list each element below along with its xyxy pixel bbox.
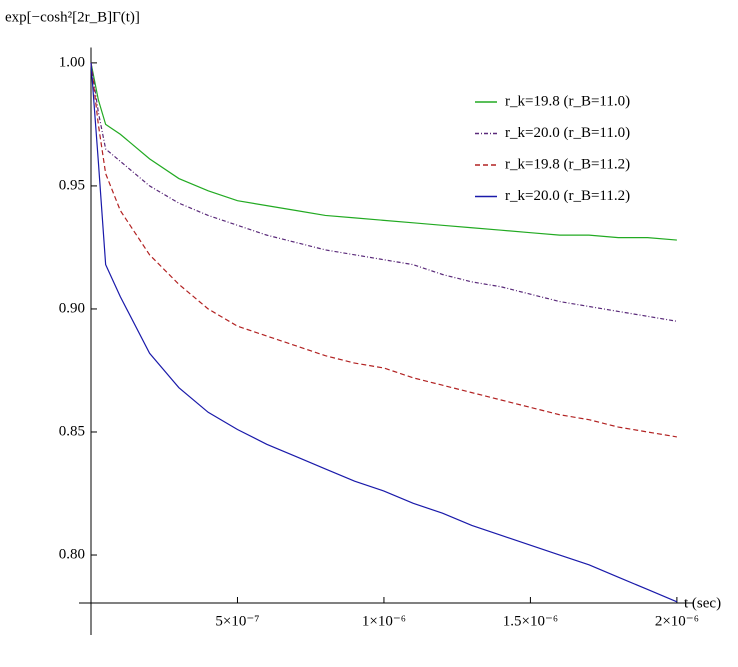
- series-line: [90, 62, 677, 322]
- x-tick-label: 1×10⁻⁶: [362, 613, 406, 629]
- series-line: [90, 62, 678, 603]
- y-axis-label: exp[−cosh²[2r_B]Γ(t)]: [5, 9, 140, 25]
- legend-label: r_k=20.0 (r_B=11.2): [505, 188, 630, 204]
- series-line: [90, 62, 677, 438]
- legend-label: r_k=19.8 (r_B=11.0): [505, 93, 630, 109]
- legend-label: r_k=20.0 (r_B=11.0): [505, 125, 630, 141]
- y-tick-label: 0.95: [59, 177, 85, 193]
- y-tick-label: 0.85: [59, 423, 85, 439]
- x-tick-label: 1.5×10⁻⁶: [503, 613, 558, 629]
- series-line: [90, 62, 677, 241]
- x-tick-label: 5×10⁻⁷: [215, 613, 259, 629]
- y-tick-label: 1.00: [59, 54, 85, 70]
- y-tick-label: 0.90: [59, 300, 85, 316]
- x-axis-label: t (sec): [684, 595, 721, 611]
- x-tick-label: 2×10⁻⁶: [655, 613, 699, 629]
- legend-label: r_k=19.8 (r_B=11.2): [505, 156, 630, 172]
- y-tick-label: 0.80: [59, 546, 85, 562]
